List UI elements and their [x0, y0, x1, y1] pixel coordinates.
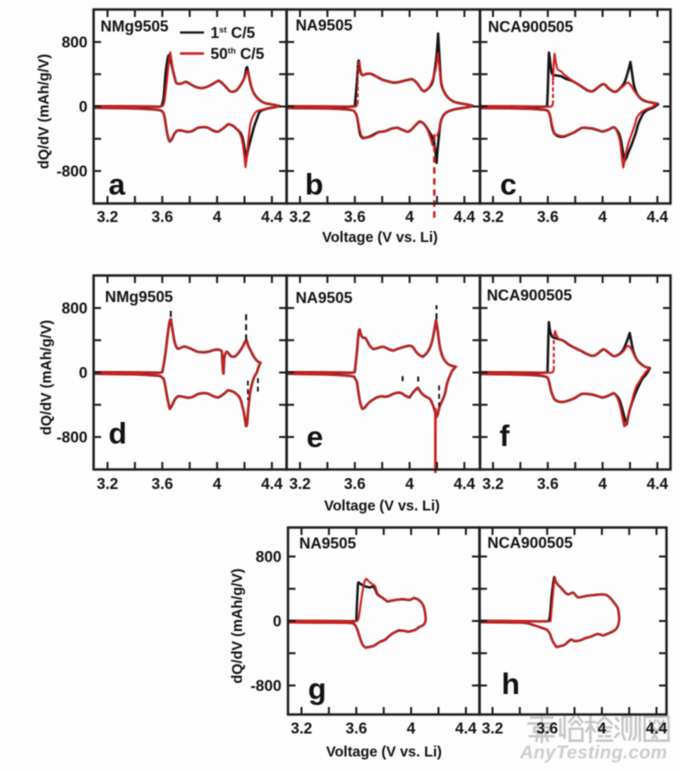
svg-text:4: 4 [598, 209, 607, 226]
svg-text:4.4: 4.4 [261, 476, 283, 493]
svg-text:4: 4 [598, 476, 607, 493]
svg-text:dQ/dV (mAh/g/V): dQ/dV (mAh/g/V) [39, 320, 55, 435]
svg-text:4: 4 [405, 476, 414, 493]
svg-text:4.4: 4.4 [454, 209, 476, 226]
svg-text:Voltage (V vs. Li): Voltage (V vs. Li) [324, 499, 440, 515]
svg-text:dQ/dV (mAh/g/V): dQ/dV (mAh/g/V) [230, 568, 246, 683]
svg-text:NA9505: NA9505 [296, 18, 353, 35]
svg-text:4.4: 4.4 [647, 209, 669, 226]
svg-text:NA9505: NA9505 [296, 290, 353, 307]
svg-text:4.4: 4.4 [455, 721, 477, 738]
svg-text:NA9505: NA9505 [299, 536, 356, 553]
svg-text:800: 800 [62, 35, 88, 52]
svg-text:4: 4 [213, 209, 222, 226]
svg-text:dQ/dV (mAh/g/V): dQ/dV (mAh/g/V) [37, 54, 53, 169]
svg-text:1st C/5: 1st C/5 [211, 25, 256, 43]
svg-text:NMg9505: NMg9505 [105, 289, 173, 306]
svg-text:f: f [500, 420, 511, 453]
svg-text:3.2: 3.2 [482, 721, 504, 738]
svg-text:4: 4 [405, 209, 414, 226]
svg-text:800: 800 [62, 301, 88, 318]
svg-text:a: a [109, 169, 126, 202]
svg-text:3.2: 3.2 [291, 721, 313, 738]
svg-text:3.6: 3.6 [537, 209, 559, 226]
svg-text:3.2: 3.2 [289, 209, 311, 226]
svg-text:0: 0 [79, 99, 88, 116]
svg-text:NCA900505: NCA900505 [488, 19, 574, 36]
svg-text:-800: -800 [56, 430, 87, 447]
svg-text:3.6: 3.6 [537, 476, 559, 493]
svg-text:AnyTesting.com: AnyTesting.com [519, 742, 667, 763]
svg-text:800: 800 [256, 549, 282, 566]
svg-text:4.4: 4.4 [646, 721, 668, 738]
svg-text:3.6: 3.6 [344, 476, 366, 493]
svg-text:3.2: 3.2 [482, 209, 504, 226]
svg-text:3.6: 3.6 [536, 721, 558, 738]
svg-text:3.2: 3.2 [97, 476, 119, 493]
svg-text:3.2: 3.2 [289, 476, 311, 493]
svg-text:4.4: 4.4 [454, 476, 476, 493]
svg-text:3.6: 3.6 [346, 721, 368, 738]
svg-text:4.4: 4.4 [647, 476, 669, 493]
svg-text:NMg9505: NMg9505 [101, 19, 169, 36]
svg-text:4.4: 4.4 [261, 209, 283, 226]
svg-text:b: b [305, 169, 323, 202]
svg-text:4: 4 [598, 721, 607, 738]
svg-text:Voltage (V vs. Li): Voltage (V vs. Li) [326, 745, 442, 761]
svg-text:d: d [109, 418, 127, 451]
svg-text:0: 0 [79, 365, 88, 382]
svg-text:-800: -800 [250, 678, 281, 695]
svg-text:c: c [500, 169, 517, 202]
svg-text:3.6: 3.6 [152, 209, 174, 226]
svg-text:NCA900505: NCA900505 [487, 535, 573, 552]
svg-text:3.2: 3.2 [97, 209, 119, 226]
svg-text:-800: -800 [56, 164, 87, 181]
svg-text:3.6: 3.6 [344, 209, 366, 226]
svg-text:3.2: 3.2 [482, 476, 504, 493]
svg-text:4: 4 [407, 721, 416, 738]
svg-text:Voltage (V vs. Li): Voltage (V vs. Li) [322, 230, 438, 246]
svg-text:h: h [502, 668, 520, 701]
svg-text:e: e [307, 421, 324, 454]
svg-text:4: 4 [213, 476, 222, 493]
svg-text:3.6: 3.6 [152, 476, 174, 493]
svg-text:0: 0 [273, 614, 282, 631]
svg-text:50th C/5: 50th C/5 [211, 46, 265, 64]
svg-text:g: g [308, 673, 326, 706]
svg-text:NCA900505: NCA900505 [487, 288, 573, 305]
